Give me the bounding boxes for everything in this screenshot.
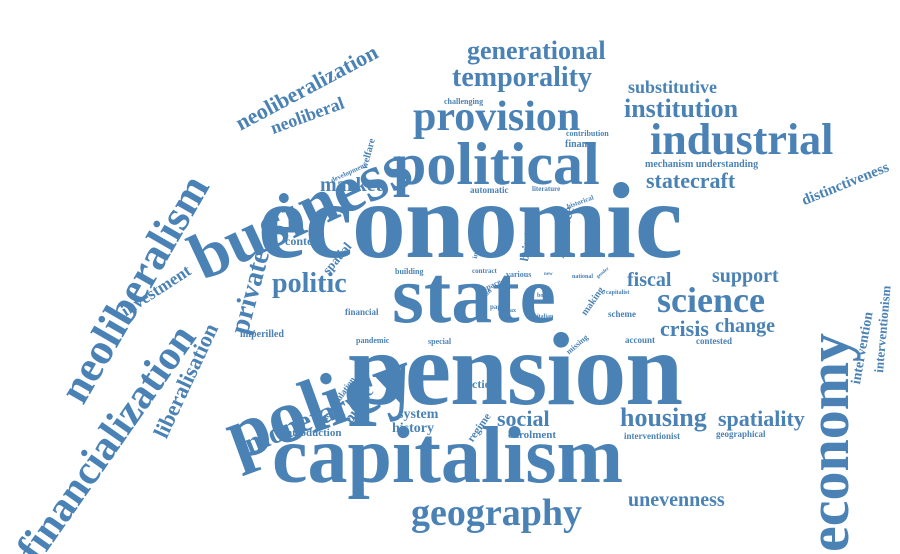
word-politic: politic — [272, 268, 347, 299]
word-new: new — [544, 272, 553, 277]
word-challenging: challenging — [444, 97, 484, 106]
word-crisis: crisis — [660, 316, 709, 341]
word-contribution: contribution — [566, 129, 609, 138]
word-imperilled: imperilled — [240, 329, 284, 340]
word-market: market — [320, 174, 383, 196]
word-literature: literature — [532, 185, 561, 193]
word-action: action — [466, 377, 498, 391]
word-contested: contested — [696, 336, 732, 346]
word-automatic: automatic — [470, 185, 509, 195]
word-political: political — [393, 131, 600, 197]
word-housing: housing — [620, 403, 707, 432]
word-book: book — [537, 293, 550, 299]
word-change: change — [715, 315, 775, 337]
word-pandemic: pandemic — [356, 336, 390, 345]
word-substitutive: substitutive — [628, 77, 718, 97]
word-history: history — [392, 421, 434, 436]
word-introduction: introduction — [283, 427, 342, 439]
word-science: science — [657, 280, 765, 320]
word-building: building — [395, 267, 424, 276]
word-temporality: temporality — [452, 62, 592, 93]
word-italian: italian — [537, 314, 554, 320]
word-capitalism: capitalism — [272, 412, 624, 500]
word-economic: economic — [258, 162, 683, 281]
word-generational: generational — [467, 36, 606, 65]
word-provision: provision — [413, 94, 581, 140]
word-special: special — [428, 337, 452, 346]
word-state: state — [392, 249, 556, 340]
word-support: support — [712, 265, 779, 287]
word-finance: finance — [565, 139, 597, 150]
word-geography: geography — [411, 492, 582, 534]
word-tax: tax — [508, 308, 516, 314]
word-scheme: scheme — [608, 309, 636, 319]
word-geographical: geographical — [716, 429, 766, 439]
word-paper: paper — [490, 303, 508, 311]
word-pension: pension — [348, 312, 683, 427]
word-account: account — [625, 335, 655, 345]
word-institution: institution — [624, 94, 739, 123]
word-enrolment: enrolment — [508, 429, 557, 441]
word-fiscal: fiscal — [627, 269, 672, 291]
word-financial: financial — [345, 307, 379, 317]
word-unevenness: unevenness — [628, 489, 725, 511]
word-industrial: industrial — [650, 115, 834, 164]
word-social: social — [497, 406, 550, 431]
word-context: context — [285, 234, 323, 248]
word-system: system — [398, 407, 439, 422]
word-distinctiveness: distinctiveness — [799, 159, 892, 209]
word-interventionist: interventionist — [624, 431, 680, 441]
word-mechanism-understanding: mechanism understanding — [645, 159, 759, 170]
word-national: national — [572, 274, 594, 280]
word-capitalist: capitalist — [606, 290, 630, 296]
word-various: various — [506, 270, 532, 279]
word-spatiality: spatiality — [718, 406, 805, 431]
word-contract: contract — [472, 267, 497, 275]
word-economy: economy — [796, 332, 861, 552]
word-statecraft: statecraft — [646, 168, 736, 193]
word-interventionism: interventionism — [871, 284, 894, 374]
